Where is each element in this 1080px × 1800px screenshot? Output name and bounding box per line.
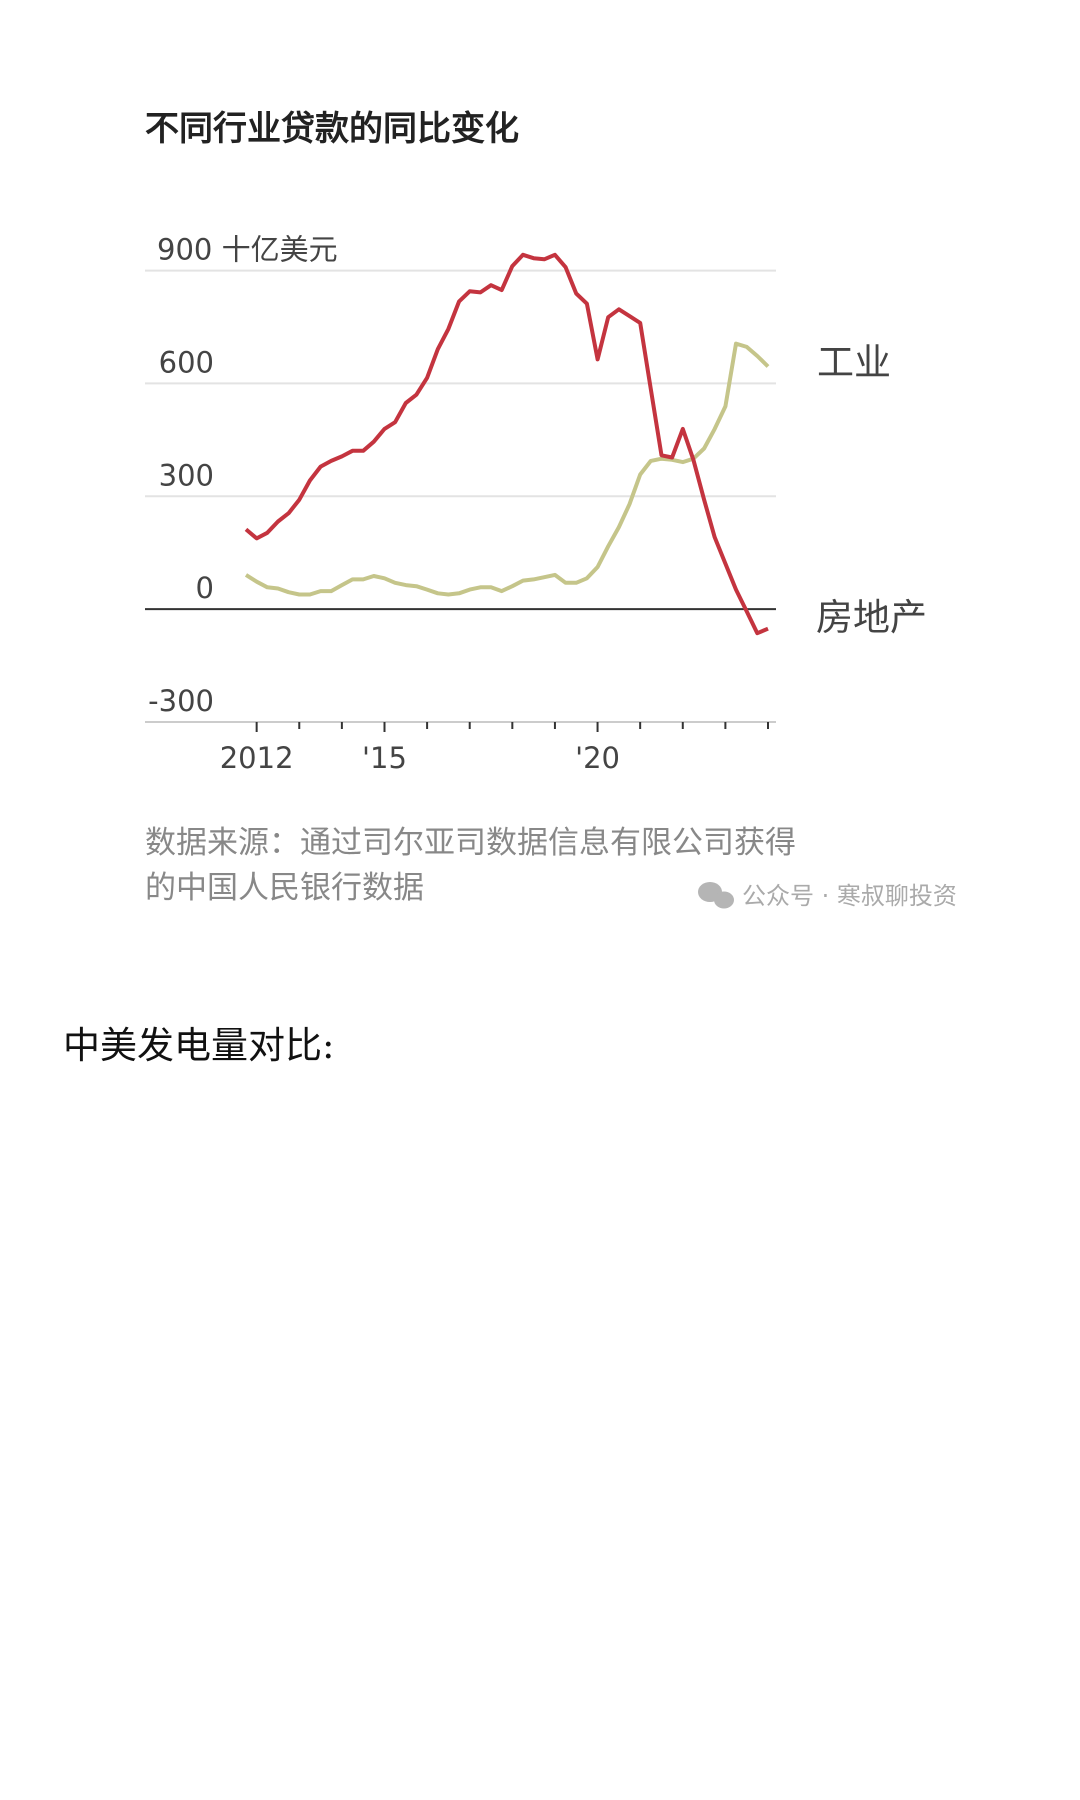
x-tick-label: 2012 <box>220 741 294 775</box>
article-heading: 中美发电量对比: <box>63 1024 334 1067</box>
y-tick-label: -300 <box>148 684 214 718</box>
series-line <box>244 341 770 597</box>
series-label: 房地产 <box>816 596 927 639</box>
x-tick-label: '15 <box>362 741 407 775</box>
series-label: 工业 <box>817 341 891 384</box>
y-tick-label: 600 <box>159 345 214 379</box>
wechat-icon <box>698 882 734 909</box>
watermark: 公众号 · 寒叔聊投资 <box>742 882 957 910</box>
series-line <box>244 252 769 636</box>
y-tick-label: 300 <box>159 458 214 492</box>
source-line: 的中国人民银行数据 <box>145 870 424 906</box>
chart-title: 不同行业贷款的同比变化 <box>145 109 519 149</box>
x-tick-label: '20 <box>575 741 620 775</box>
y-tick-label: 900 十亿美元 <box>157 233 338 267</box>
y-tick-label: 0 <box>196 571 214 605</box>
source-line: 数据来源：通过司尔亚司数据信息有限公司获得 <box>145 825 796 861</box>
